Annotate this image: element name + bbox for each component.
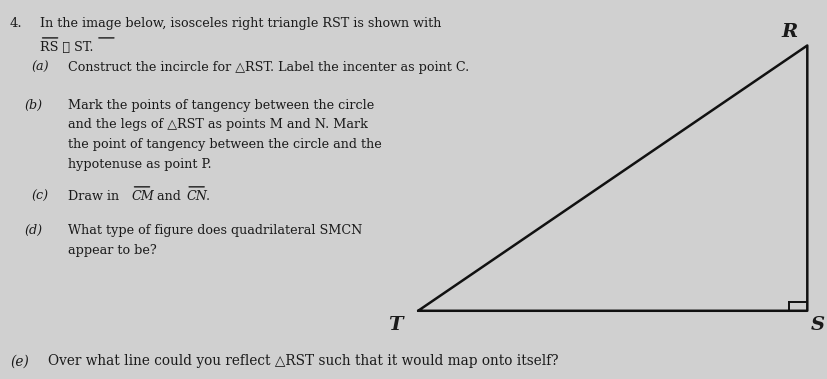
Text: 4.: 4. [10,17,22,30]
Text: (c): (c) [31,190,49,202]
Text: and: and [153,190,184,202]
Text: Mark the points of tangency between the circle: Mark the points of tangency between the … [68,99,374,111]
Text: In the image below, isosceles right triangle RST is shown with: In the image below, isosceles right tria… [40,17,441,30]
Text: RS ≅ ST.: RS ≅ ST. [40,41,93,53]
Text: What type of figure does quadrilateral SMCN: What type of figure does quadrilateral S… [68,224,362,237]
Text: T: T [387,316,402,334]
Text: Draw in: Draw in [68,190,123,202]
Text: (b): (b) [25,99,43,111]
Text: CN: CN [186,190,207,202]
Text: the point of tangency between the circle and the: the point of tangency between the circle… [68,138,381,151]
Text: Over what line could you reflect △RST such that it would map onto itself?: Over what line could you reflect △RST su… [48,354,558,368]
Text: (a): (a) [31,61,49,74]
Text: S: S [810,316,825,334]
Text: and the legs of △RST as points M and N. Mark: and the legs of △RST as points M and N. … [68,118,367,131]
Text: CM: CM [131,190,154,202]
Text: appear to be?: appear to be? [68,244,156,257]
Text: hypotenuse as point P.: hypotenuse as point P. [68,158,211,171]
Text: Construct the incircle for △RST. Label the incenter as point C.: Construct the incircle for △RST. Label t… [68,61,469,74]
Text: .: . [206,190,210,202]
Text: R: R [780,23,796,41]
Text: (d): (d) [25,224,43,237]
Text: (e): (e) [10,354,29,368]
